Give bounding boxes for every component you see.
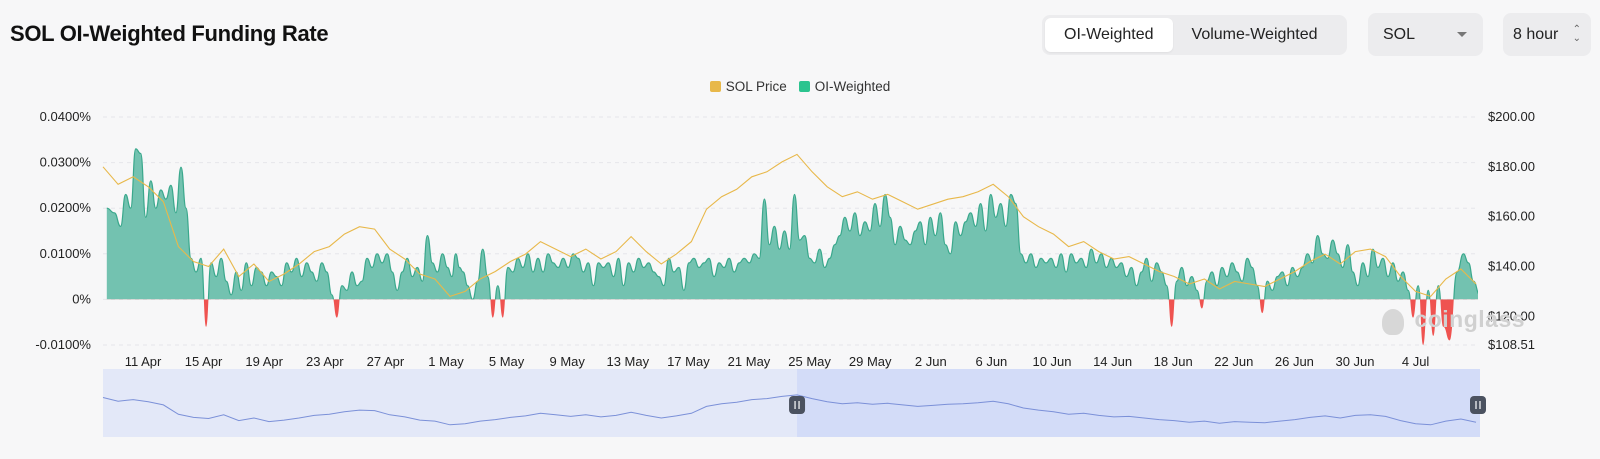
- y-tick-right: $200.00: [1488, 109, 1535, 124]
- up-down-chevron-icon: ⌃ ⌄: [1572, 24, 1581, 44]
- weighting-toggle: OI-Weighted Volume-Weighted: [1042, 15, 1347, 55]
- y-tick-right: $180.00: [1488, 159, 1535, 174]
- coin-select[interactable]: SOL: [1368, 13, 1483, 56]
- legend-label-oi: OI-Weighted: [814, 79, 891, 94]
- x-tick: 17 May: [667, 354, 710, 369]
- x-tick: 18 Jun: [1154, 354, 1193, 369]
- y-tick-right: $160.00: [1488, 209, 1535, 224]
- x-tick: 2 Jun: [915, 354, 947, 369]
- x-tick: 10 Jun: [1032, 354, 1071, 369]
- x-tick: 15 Apr: [185, 354, 223, 369]
- watermark-text: coinglass: [1414, 306, 1526, 332]
- chart-legend: SOL Price OI-Weighted: [0, 79, 1600, 94]
- legend-item-oi[interactable]: OI-Weighted: [798, 79, 891, 94]
- navigator-handle-left[interactable]: [789, 396, 806, 414]
- tab-oi-weighted[interactable]: OI-Weighted: [1045, 18, 1173, 52]
- x-tick: 13 May: [606, 354, 649, 369]
- x-tick: 30 Jun: [1335, 354, 1374, 369]
- x-tick: 1 May: [428, 354, 464, 369]
- x-tick: 4 Jul: [1402, 354, 1430, 369]
- y-tick-right: $108.51: [1488, 337, 1535, 352]
- legend-label-price: SOL Price: [725, 79, 787, 94]
- x-tick: 6 Jun: [975, 354, 1007, 369]
- oi-line-positive: [106, 148, 1478, 300]
- y-tick-left: 0%: [72, 291, 91, 306]
- legend-swatch-oi: [798, 81, 810, 92]
- coin-select-value: SOL: [1383, 26, 1416, 43]
- x-tick: 25 May: [788, 354, 831, 369]
- page-title: SOL OI-Weighted Funding Rate: [10, 21, 329, 46]
- x-tick: 19 Apr: [245, 354, 283, 369]
- y-tick-right: $120.00: [1488, 308, 1535, 323]
- y-tick-left: 0.0400%: [40, 109, 92, 124]
- watermark: coinglass: [1380, 306, 1525, 333]
- navigator-selection: [797, 369, 1480, 437]
- x-tick: 11 Apr: [125, 354, 162, 369]
- legend-item-price[interactable]: SOL Price: [709, 79, 787, 94]
- y-tick-left: 0.0300%: [40, 155, 92, 170]
- navigator-line: [102, 394, 1477, 426]
- x-tick: 5 May: [489, 354, 525, 369]
- interval-select-value: 8 hour: [1513, 26, 1559, 43]
- y-tick-right: $140.00: [1488, 259, 1535, 274]
- interval-select[interactable]: 8 hour ⌃ ⌄: [1503, 13, 1591, 56]
- coinglass-logo-icon: [1382, 309, 1404, 335]
- y-tick-left: -0.0100%: [35, 337, 91, 352]
- x-tick: 29 May: [849, 354, 892, 369]
- x-tick: 14 Jun: [1093, 354, 1132, 369]
- price-line: [102, 153, 1477, 298]
- x-tick: 26 Jun: [1275, 354, 1314, 369]
- x-tick: 27 Apr: [367, 354, 405, 369]
- y-tick-left: 0.0100%: [40, 246, 92, 261]
- chevron-down-icon: [1457, 32, 1467, 37]
- x-tick: 22 Jun: [1214, 354, 1253, 369]
- tab-volume-weighted[interactable]: Volume-Weighted: [1191, 26, 1318, 43]
- legend-swatch-price: [709, 81, 721, 92]
- x-tick: 9 May: [549, 354, 585, 369]
- x-tick: 21 May: [728, 354, 771, 369]
- x-tick: 23 Apr: [306, 354, 344, 369]
- y-tick-left: 0.0200%: [40, 200, 92, 215]
- navigator-handle-right[interactable]: [1470, 396, 1486, 414]
- oi-area-positive: [106, 148, 1478, 300]
